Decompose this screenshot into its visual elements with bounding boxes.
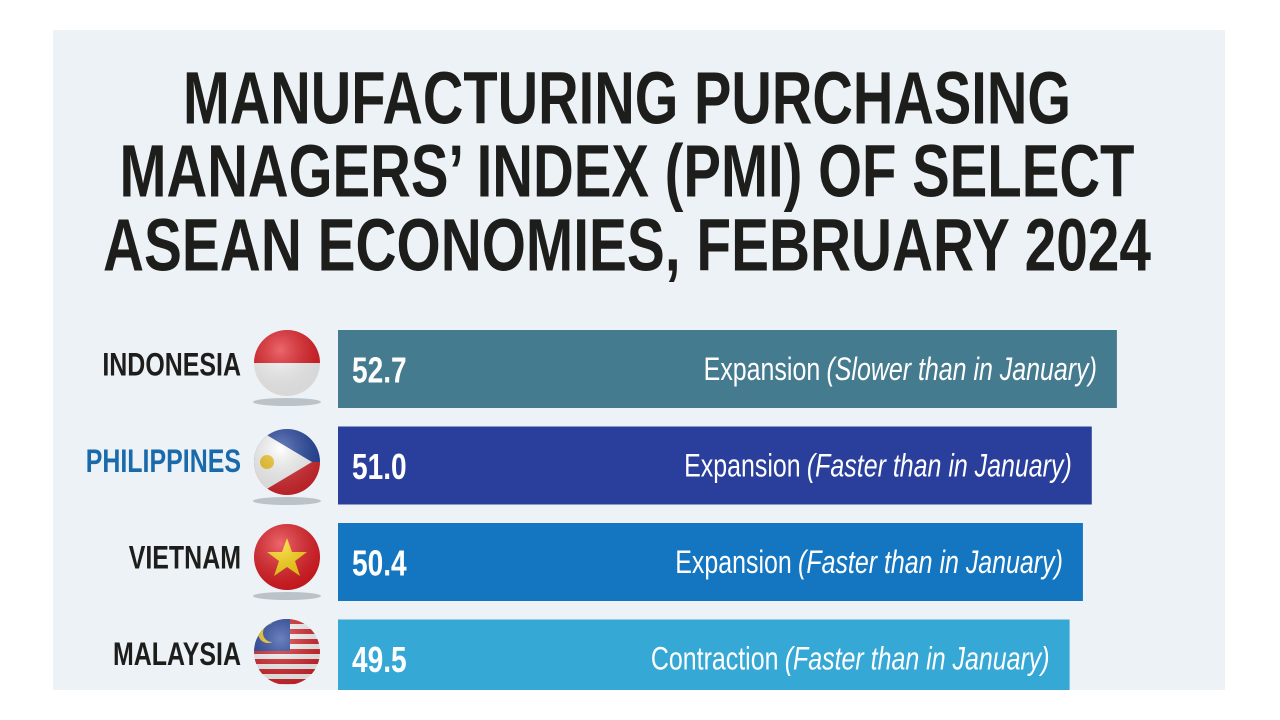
value-label: 52.7 — [352, 350, 407, 390]
note: (Faster than in January) — [798, 545, 1063, 581]
category-label: INDONESIA — [102, 348, 241, 384]
note: (Faster than in January) — [785, 641, 1050, 677]
category-label: MALAYSIA — [113, 637, 241, 673]
bar-annotation: Expansion (Faster than in January) — [675, 545, 1063, 581]
category-label: PHILIPPINES — [86, 444, 241, 480]
bars — [338, 330, 1117, 690]
category-label: VIETNAM — [129, 541, 241, 577]
note: (Faster than in January) — [807, 448, 1072, 484]
status: Expansion — [704, 352, 821, 388]
bar — [338, 523, 1083, 601]
bar — [338, 619, 1070, 690]
value-label: 49.5 — [352, 640, 407, 680]
chart-title: ASEAN ECONOMIES, FEBRUARY 2024 — [103, 204, 1151, 287]
bar-annotation: Expansion (Slower than in January) — [704, 352, 1097, 388]
bar — [338, 426, 1092, 505]
status: Expansion — [675, 545, 792, 581]
chart-title: MANUFACTURING PURCHASING — [183, 57, 1071, 140]
bar-annotation: Contraction (Faster than in January) — [651, 641, 1050, 677]
note: (Slower than in January) — [826, 352, 1096, 388]
status: Contraction — [651, 641, 779, 677]
value-label: 51.0 — [352, 447, 407, 487]
value-label: 50.4 — [352, 543, 407, 583]
status: Expansion — [684, 448, 801, 484]
chart-title: MANAGERS’ INDEX (PMI) OF SELECT — [120, 130, 1135, 213]
bar — [338, 330, 1117, 408]
bar-annotation: Expansion (Faster than in January) — [684, 448, 1072, 484]
